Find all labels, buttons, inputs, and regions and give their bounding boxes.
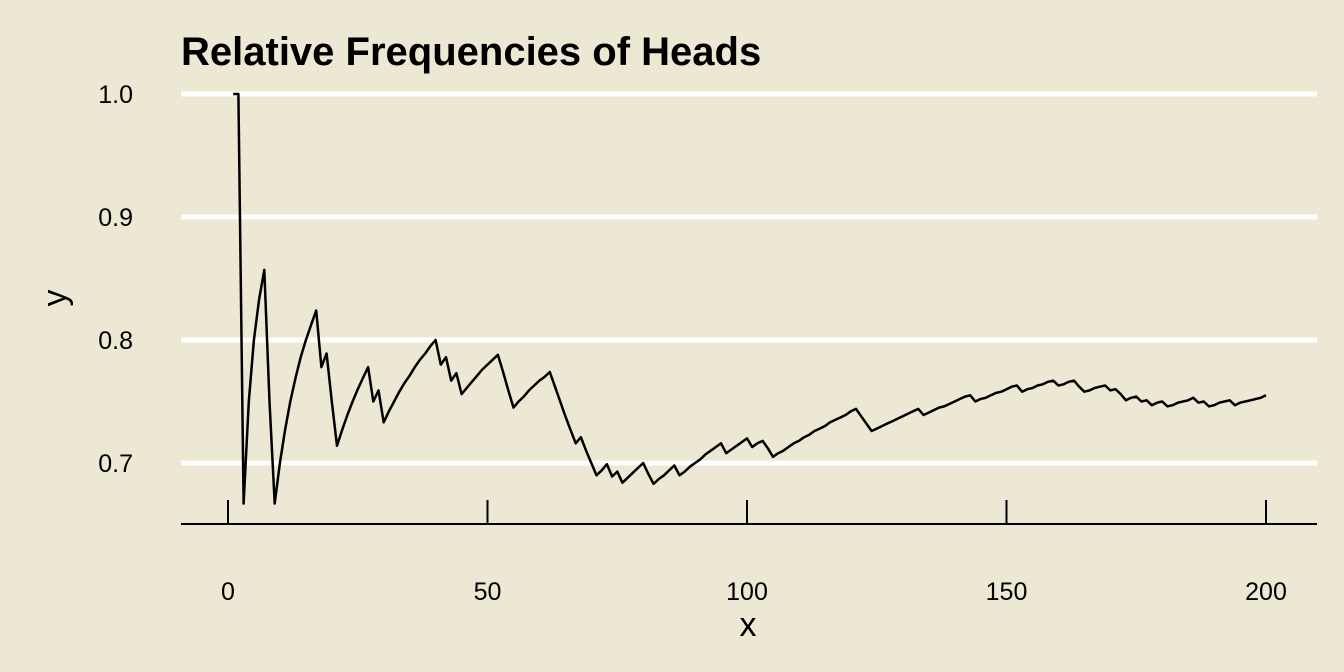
y-axis-label: y (36, 290, 74, 307)
gridlines (181, 91, 1317, 466)
x-axis: 0 50 100 150 200 (181, 500, 1317, 606)
x-tick-label: 50 (474, 578, 502, 606)
y-tick-label: 0.8 (98, 327, 133, 355)
y-tick-label: 0.9 (98, 204, 133, 232)
x-tick-label: 150 (986, 578, 1028, 606)
x-tick-label: 200 (1245, 578, 1287, 606)
series-line-0 (233, 92, 1267, 505)
x-tick-label: 100 (726, 578, 768, 606)
chart-title: Relative Frequencies of Heads (181, 30, 762, 74)
y-axis-ticks: 0.7 0.8 0.9 1.0 (98, 81, 133, 478)
x-tick-label: 0 (221, 578, 235, 606)
y-tick-label: 0.7 (98, 450, 133, 478)
y-tick-label: 1.0 (98, 81, 133, 109)
x-axis-label: x (740, 606, 757, 644)
series-group (233, 92, 1267, 505)
